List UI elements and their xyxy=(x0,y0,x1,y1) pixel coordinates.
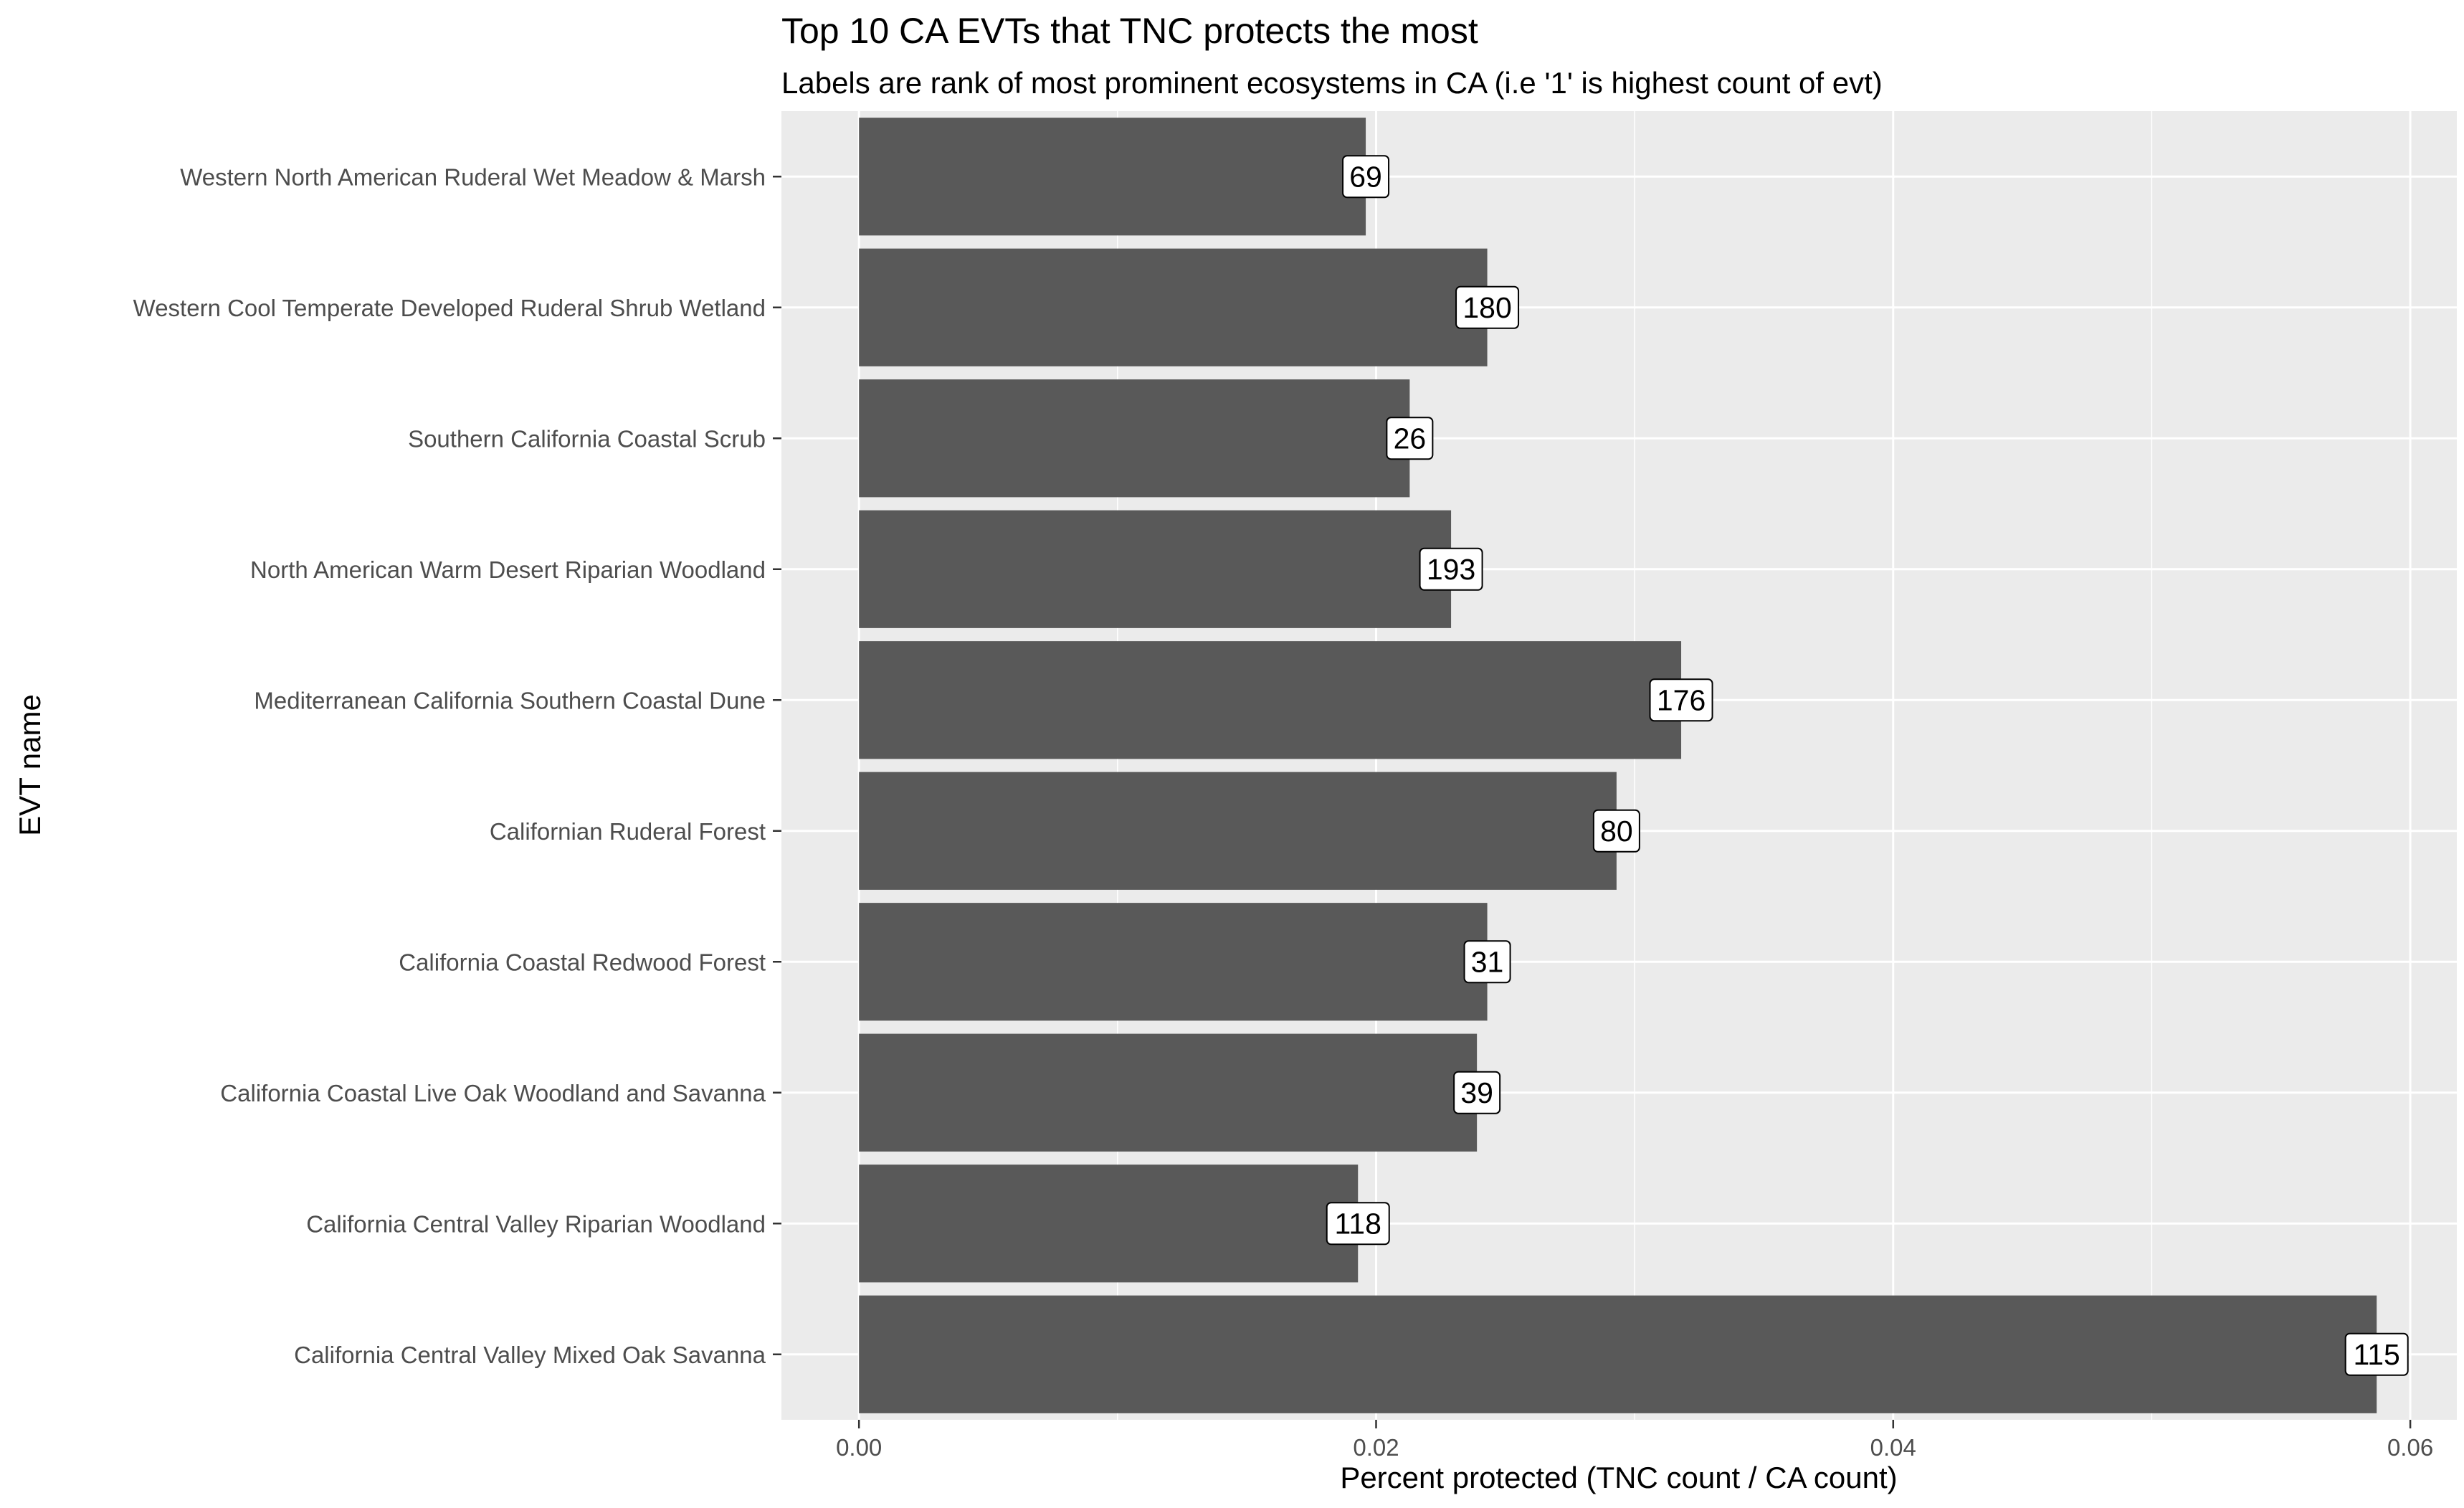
y-tick-label: California Coastal Redwood Forest xyxy=(399,949,766,975)
x-tick-label: 0.04 xyxy=(1870,1434,1916,1461)
data-label: 31 xyxy=(1463,940,1511,984)
bar xyxy=(859,903,1488,1021)
x-tick-label: 0.06 xyxy=(2387,1434,2433,1461)
data-label-text: 26 xyxy=(1394,422,1427,455)
data-label-text: 31 xyxy=(1471,945,1504,978)
bar xyxy=(859,772,1617,890)
y-tick-label: Californian Ruderal Forest xyxy=(490,818,766,845)
data-label-text: 193 xyxy=(1427,553,1475,586)
data-label-box xyxy=(1649,678,1713,722)
data-label-text: 80 xyxy=(1600,815,1633,848)
data-label-box xyxy=(1342,155,1390,199)
data-label-text: 39 xyxy=(1460,1076,1493,1109)
y-axis-title: EVT name xyxy=(13,694,47,836)
bars xyxy=(859,118,2377,1413)
y-tick-label: North American Warm Desert Riparian Wood… xyxy=(250,556,766,583)
data-label-box xyxy=(1455,285,1520,329)
data-label: 39 xyxy=(1453,1071,1501,1114)
x-tick-label: 0.00 xyxy=(836,1434,882,1461)
bar xyxy=(859,1165,1359,1283)
x-axis: 0.00 0.02 0.04 0.06 xyxy=(836,1420,2433,1461)
data-label-text: 115 xyxy=(2354,1338,2400,1371)
bar xyxy=(859,118,1366,236)
bar xyxy=(859,510,1452,628)
chart-title: Top 10 CA EVTs that TNC protects the mos… xyxy=(781,11,1478,51)
data-label-text: 176 xyxy=(1657,683,1706,716)
data-label-box xyxy=(1419,547,1483,591)
x-tick-label: 0.02 xyxy=(1353,1434,1399,1461)
data-label-box xyxy=(1592,809,1640,853)
data-label-text: 180 xyxy=(1462,291,1511,324)
data-label: 115 xyxy=(2344,1332,2409,1376)
data-label-text: 118 xyxy=(1335,1207,1381,1240)
data-label: 176 xyxy=(1649,678,1713,722)
data-label: 180 xyxy=(1455,285,1520,329)
data-label: 69 xyxy=(1342,155,1390,199)
y-tick-label: Mediterranean California Southern Coasta… xyxy=(254,687,766,713)
data-label: 26 xyxy=(1386,417,1434,460)
bar xyxy=(859,641,1682,759)
y-tick-label: Southern California Coastal Scrub xyxy=(408,425,766,452)
data-label: 118 xyxy=(1326,1202,1390,1246)
bar xyxy=(859,1033,1478,1152)
chart-subtitle: Labels are rank of most prominent ecosys… xyxy=(781,66,1883,100)
y-tick-label: California Central Valley Mixed Oak Sava… xyxy=(294,1342,766,1368)
y-tick-label: Western Cool Temperate Developed Ruderal… xyxy=(133,295,766,321)
bar xyxy=(859,379,1410,498)
data-label-box xyxy=(1386,417,1434,460)
data-labels: 69 180 26 193 176 80 31 39 118 115 xyxy=(1326,155,2409,1376)
y-tick-label: California Central Valley Riparian Woodl… xyxy=(306,1210,766,1237)
data-label-box xyxy=(2344,1332,2409,1376)
data-label: 80 xyxy=(1592,809,1640,853)
data-label: 193 xyxy=(1419,547,1483,591)
y-tick-label: Western North American Ruderal Wet Meado… xyxy=(180,163,766,190)
x-axis-title: Percent protected (TNC count / CA count) xyxy=(1340,1461,1897,1494)
y-tick-label: California Coastal Live Oak Woodland and… xyxy=(220,1080,766,1106)
data-label-box xyxy=(1463,940,1511,984)
bar xyxy=(859,1295,2377,1413)
y-axis: Western North American Ruderal Wet Meado… xyxy=(133,163,781,1368)
data-label-box xyxy=(1326,1202,1390,1246)
data-label-text: 69 xyxy=(1349,160,1382,193)
data-label-box xyxy=(1453,1071,1501,1114)
bar xyxy=(859,248,1488,366)
